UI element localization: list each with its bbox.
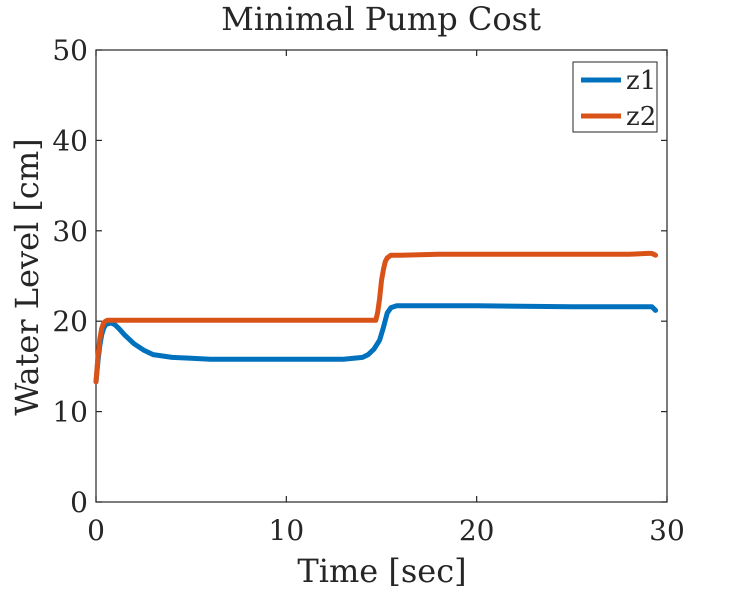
y-tick-label: 10 bbox=[52, 396, 88, 429]
x-axis-label: Time [sec] bbox=[297, 552, 466, 590]
axis-ticks: 0 10 20 30 0 10 20 30 40 50 bbox=[52, 34, 684, 547]
plot-frame bbox=[95, 49, 668, 503]
y-axis-label: Water Level [cm] bbox=[8, 138, 46, 415]
x-tick-label: 0 bbox=[87, 514, 105, 547]
y-tick-label: 40 bbox=[52, 124, 88, 157]
x-tick-label: 10 bbox=[269, 514, 305, 547]
y-tick-label: 50 bbox=[52, 34, 88, 67]
y-tick-label: 30 bbox=[52, 215, 88, 248]
legend-label-z1: z1 bbox=[626, 66, 656, 96]
legend-label-z2: z2 bbox=[626, 102, 656, 132]
series-lines bbox=[93, 250, 659, 385]
series-line-z1 bbox=[93, 303, 659, 385]
legend-box bbox=[572, 61, 658, 133]
chart-title: Minimal Pump Cost bbox=[221, 0, 541, 38]
x-tick-label: 30 bbox=[649, 514, 685, 547]
x-tick-label: 20 bbox=[459, 514, 495, 547]
series-line-z2 bbox=[93, 250, 659, 385]
y-tick-label: 20 bbox=[52, 305, 88, 338]
y-tick-label: 0 bbox=[70, 486, 88, 519]
